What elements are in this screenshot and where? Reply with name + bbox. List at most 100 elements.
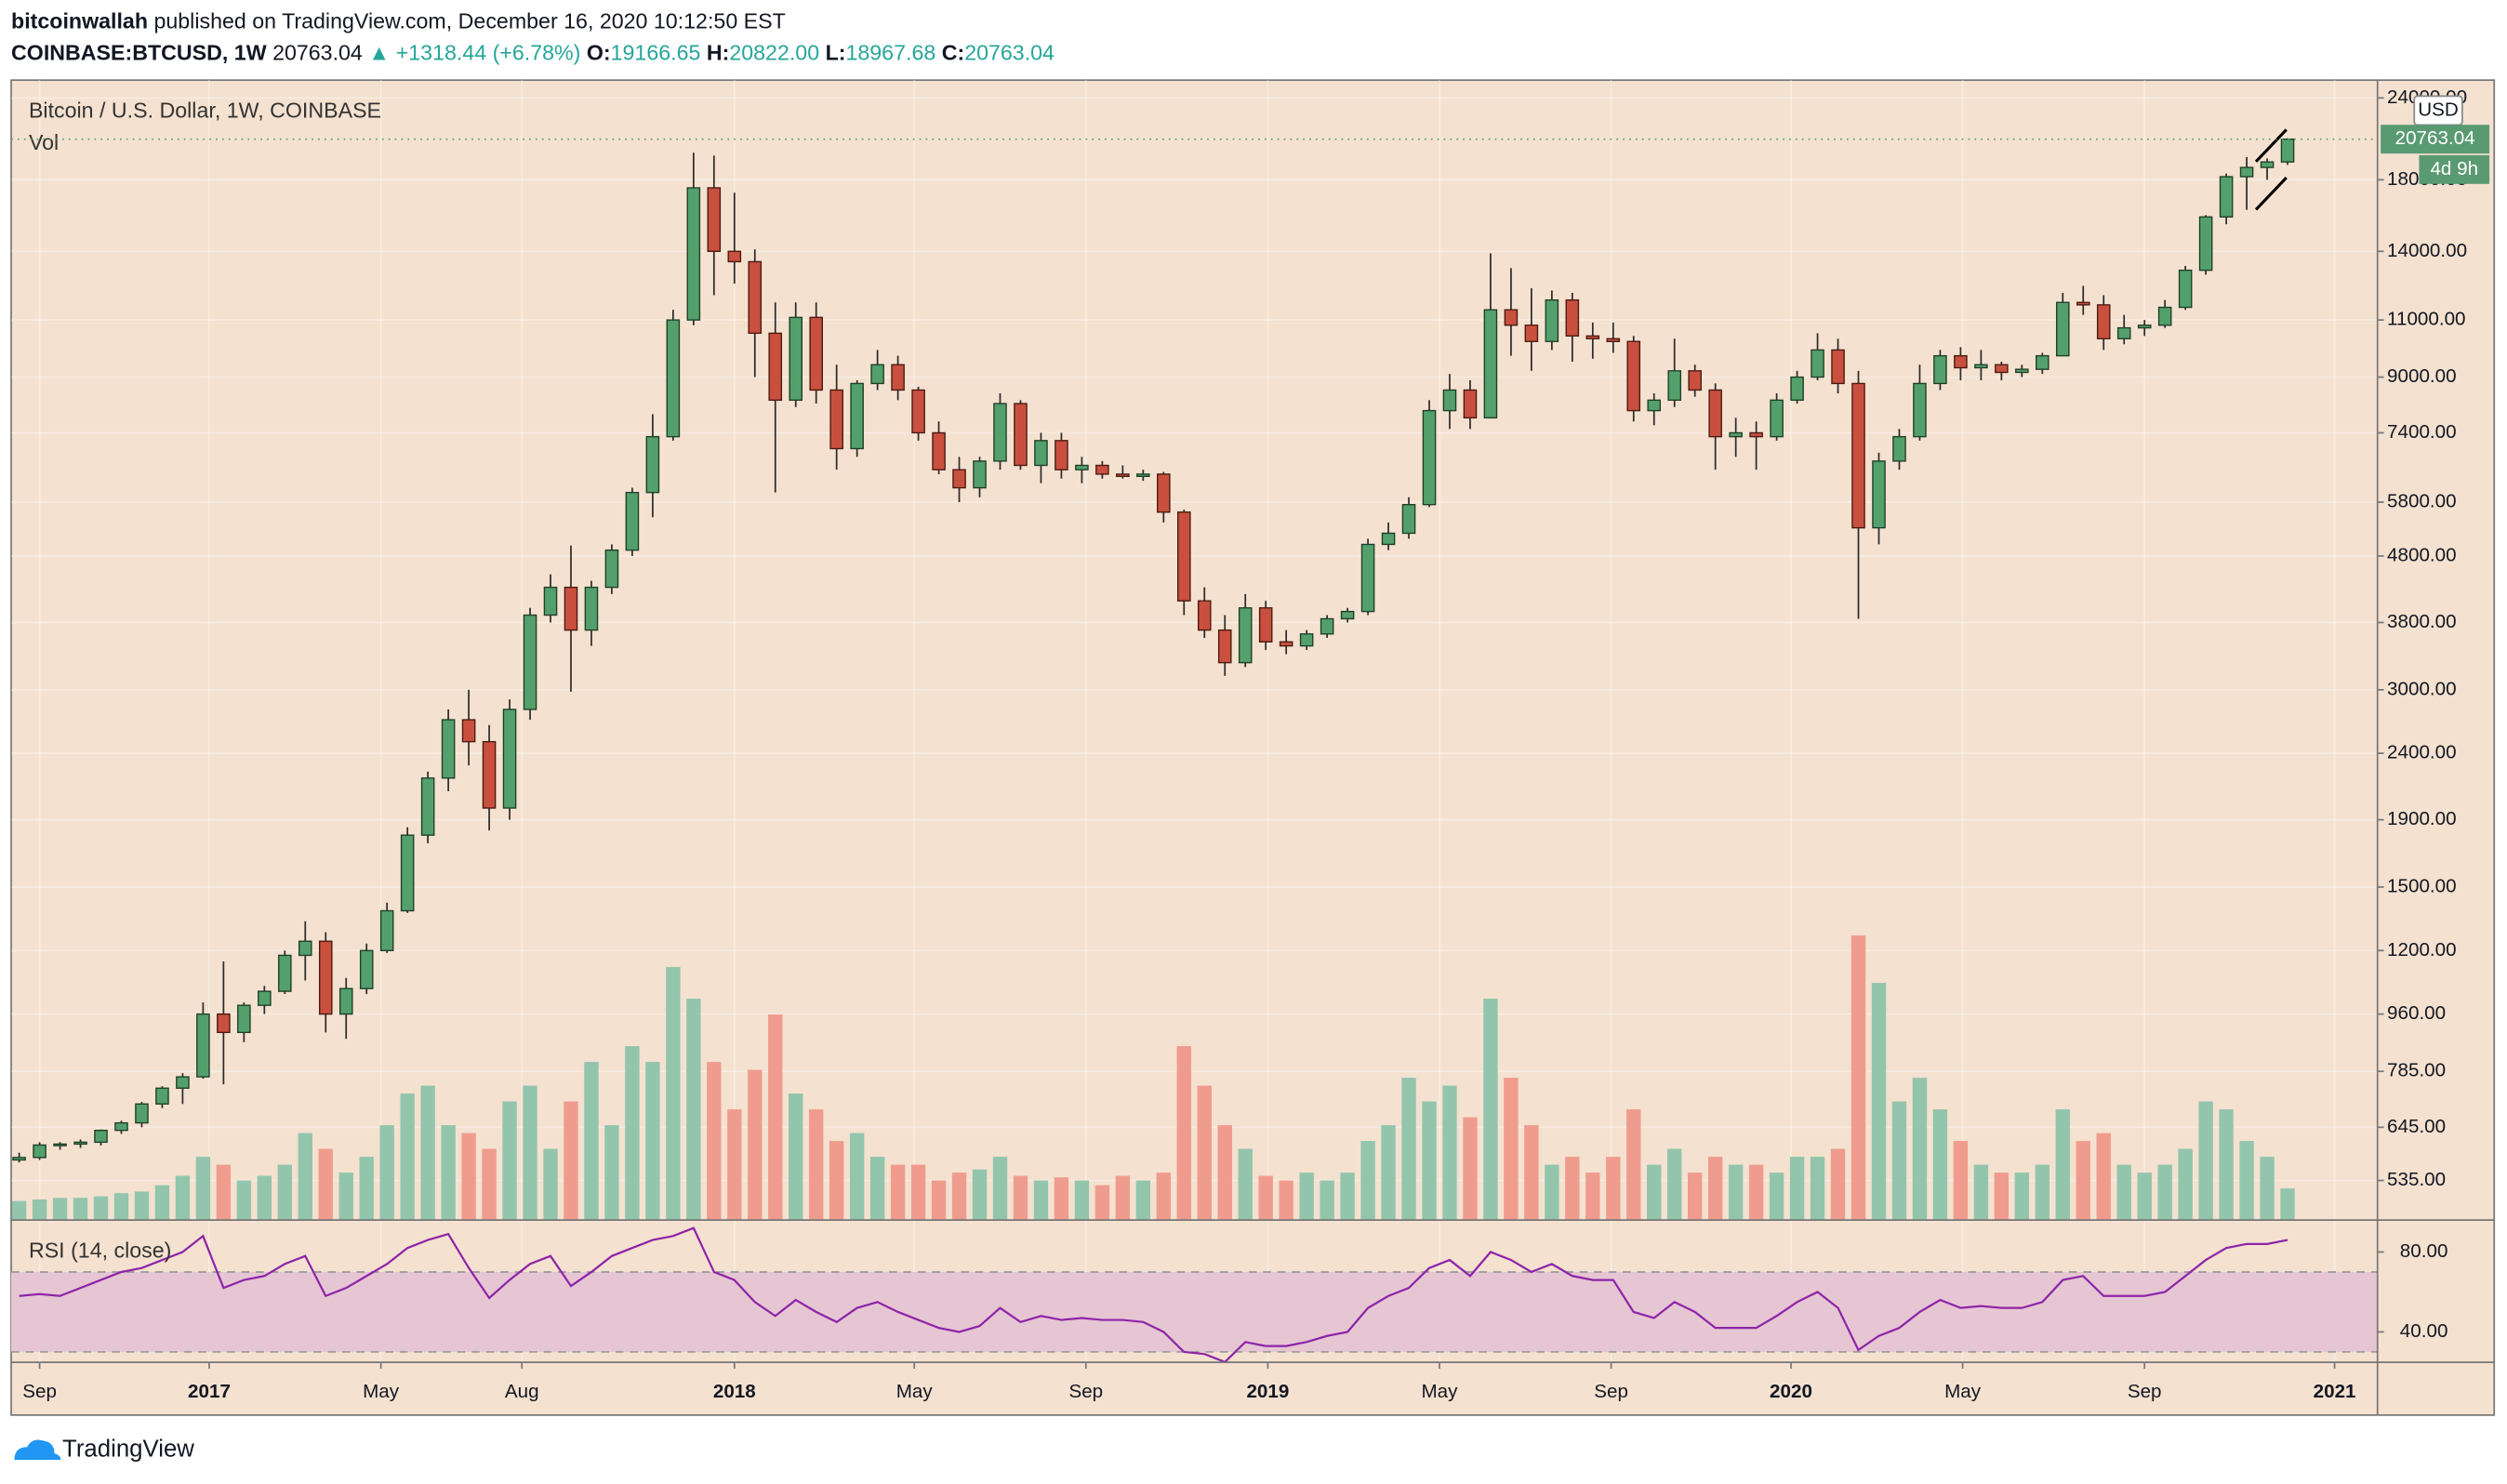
volume-bar — [482, 1148, 497, 1221]
flag-pattern — [2254, 128, 2288, 211]
x-tick-label: 2020 — [1770, 1381, 1812, 1402]
y-tick-label: 4800.00 — [2387, 544, 2457, 565]
chart-title: Bitcoin / U.S. Dollar, 1W, COINBASE — [29, 99, 381, 123]
volume-bar — [1585, 1173, 1600, 1221]
x-tick-label: Sep — [1594, 1381, 1628, 1402]
candle-body — [1770, 399, 1784, 438]
candle-body — [1892, 435, 1906, 462]
volume-bar — [2178, 1148, 2193, 1221]
l: 18967.68 — [845, 41, 935, 65]
candle-body — [2056, 301, 2070, 357]
volume-bar — [1135, 1180, 1151, 1221]
volume-bar — [2055, 1109, 2070, 1221]
volume-bar — [1320, 1180, 1334, 1221]
candle-body — [2116, 326, 2131, 339]
y-tick-label: 645.00 — [2387, 1116, 2446, 1137]
candle-body — [993, 403, 1007, 462]
volume-bar — [890, 1164, 906, 1221]
volume-bar — [195, 1157, 211, 1221]
y-tick-label: 1200.00 — [2387, 939, 2457, 961]
volume-bar — [73, 1198, 88, 1221]
volume-bar — [1524, 1125, 1539, 1221]
y-tick-label: 1900.00 — [2387, 808, 2457, 829]
candle-body — [1217, 629, 1232, 664]
volume-bar — [1381, 1125, 1396, 1221]
author: bitcoinwallah — [11, 8, 148, 33]
candle-body — [2157, 306, 2172, 326]
candle-body — [809, 316, 823, 391]
candle-body — [2260, 161, 2275, 168]
candle-body — [176, 1076, 190, 1089]
brand-logo: TradingView — [14, 1437, 194, 1463]
volume-bar — [32, 1199, 47, 1221]
volume-bar — [338, 1173, 353, 1221]
candle-body — [1320, 617, 1334, 635]
x-tick-label: 2018 — [713, 1381, 756, 1402]
candle-body — [73, 1141, 87, 1146]
volume-bar — [2137, 1173, 2152, 1221]
symbol-line: COINBASE:BTCUSD, 1W 20763.04 ▲ +1318.44 … — [11, 41, 1055, 65]
volume-bar — [645, 1062, 660, 1221]
candle-body — [359, 949, 374, 989]
volume-bar — [748, 1069, 763, 1221]
x-tick-label: May — [896, 1381, 934, 1402]
y-tick-label: 535.00 — [2387, 1169, 2446, 1190]
candle-body — [1116, 473, 1130, 477]
volume-bar — [1850, 935, 1866, 1221]
volume-bar — [1606, 1157, 1621, 1221]
volume-bar — [1238, 1148, 1253, 1221]
y-tick-label: 3000.00 — [2387, 678, 2457, 699]
volume-bar — [2260, 1157, 2275, 1221]
volume-bar — [1789, 1157, 1805, 1221]
candle-body — [94, 1129, 108, 1144]
currency: USD — [2418, 99, 2459, 120]
y-tick-label: 2400.00 — [2387, 742, 2457, 763]
candle-body — [1238, 607, 1253, 664]
candle-body — [1340, 610, 1355, 620]
candle-body — [1197, 600, 1212, 631]
volume-bar — [1217, 1125, 1232, 1221]
candle-body — [1647, 399, 1662, 412]
o: 19166.65 — [611, 41, 701, 65]
h: 20822.00 — [729, 41, 819, 65]
candle-body — [502, 709, 517, 809]
candle-body — [2219, 176, 2234, 218]
candle-body — [33, 1144, 46, 1159]
volume-bar — [1830, 1148, 1846, 1221]
candle-body — [891, 364, 905, 391]
rsi-band — [11, 1271, 2378, 1352]
candle-body — [1872, 460, 1886, 529]
candle-body — [1974, 364, 1988, 369]
rsi-tick-label: 40.00 — [2400, 1320, 2448, 1342]
candle-body — [2015, 368, 2029, 374]
candle-body — [1136, 473, 1150, 477]
volume-bar — [379, 1125, 394, 1221]
volume-bar — [1360, 1141, 1375, 1221]
candle-body — [707, 187, 722, 253]
published: published on TradingView.com, December 1… — [153, 8, 785, 33]
volume-bar — [707, 1062, 722, 1221]
candle-body — [1995, 364, 2009, 374]
candle-body — [135, 1103, 149, 1124]
candle-body — [1708, 389, 1722, 438]
candle-body — [1055, 440, 1068, 470]
volume-bar — [277, 1164, 292, 1221]
volume-bar — [1176, 1046, 1191, 1221]
volume-bar — [1401, 1078, 1416, 1221]
volume-bar — [951, 1173, 967, 1221]
volume-bar — [972, 1169, 988, 1221]
candle-body — [2280, 138, 2295, 163]
candle-body — [2178, 269, 2193, 309]
volume-bar — [11, 1200, 27, 1221]
volume-bar — [1912, 1078, 1928, 1221]
h-label: H: — [707, 41, 729, 65]
volume-bar — [1033, 1180, 1049, 1221]
volume-bar — [1728, 1164, 1744, 1221]
volume-bar — [93, 1196, 109, 1221]
candle-body — [789, 316, 803, 402]
volume-bar — [1442, 1085, 1457, 1221]
volume-label: Vol — [29, 130, 59, 154]
candle-body — [1258, 607, 1273, 643]
volume-bar — [154, 1185, 170, 1221]
volume-bar — [2239, 1141, 2254, 1221]
